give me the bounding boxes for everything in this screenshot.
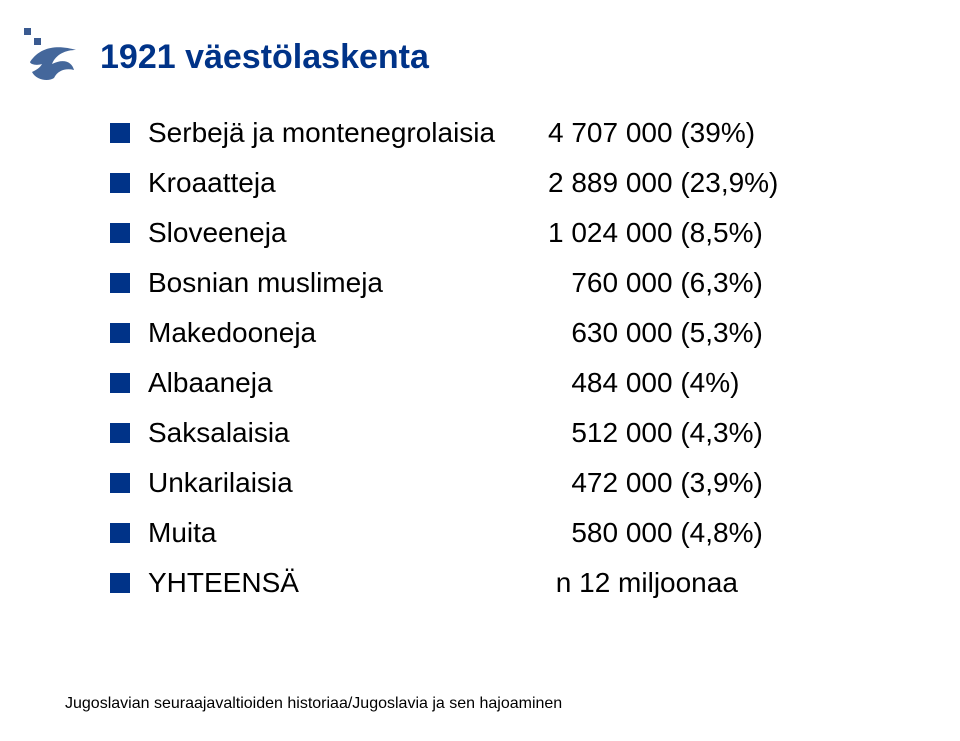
bullet-icon <box>110 223 130 243</box>
list-item: Unkarilaisia 472 000 (3,9%) <box>110 467 900 499</box>
list-item: YHTEENSÄ n 12 miljoonaa <box>110 567 900 599</box>
row-value: n 12 miljoonaa <box>548 567 738 599</box>
list-item: Albaaneja 484 000 (4%) <box>110 367 900 399</box>
bullet-icon <box>110 273 130 293</box>
row-label: Sloveeneja <box>148 217 548 249</box>
footer-text: Jugoslavian seuraajavaltioiden historiaa… <box>65 695 562 713</box>
row-value: 760 000 (6,3%) <box>548 267 763 299</box>
bird-logo-icon <box>22 28 78 88</box>
row-value: 4 707 000 (39%) <box>548 117 755 149</box>
row-value: 580 000 (4,8%) <box>548 517 763 549</box>
bullet-icon <box>110 123 130 143</box>
data-list: Serbejä ja montenegrolaisia 4 707 000 (3… <box>110 117 900 599</box>
list-item: Sloveeneja 1 024 000 (8,5%) <box>110 217 900 249</box>
row-label: Albaaneja <box>148 367 548 399</box>
row-value: 472 000 (3,9%) <box>548 467 763 499</box>
bullet-icon <box>110 423 130 443</box>
bullet-icon <box>110 373 130 393</box>
row-label: Kroaatteja <box>148 167 548 199</box>
row-value: 630 000 (5,3%) <box>548 317 763 349</box>
row-label: Unkarilaisia <box>148 467 548 499</box>
row-value: 2 889 000 (23,9%) <box>548 167 778 199</box>
page-title: 1921 väestölaskenta <box>100 38 900 77</box>
row-value: 1 024 000 (8,5%) <box>548 217 763 249</box>
list-item: Makedooneja 630 000 (5,3%) <box>110 317 900 349</box>
row-label: Bosnian muslimeja <box>148 267 548 299</box>
bullet-icon <box>110 323 130 343</box>
row-label: Muita <box>148 517 548 549</box>
list-item: Saksalaisia 512 000 (4,3%) <box>110 417 900 449</box>
row-value: 484 000 (4%) <box>548 367 739 399</box>
row-label: Saksalaisia <box>148 417 548 449</box>
list-item: Serbejä ja montenegrolaisia 4 707 000 (3… <box>110 117 900 149</box>
list-item: Bosnian muslimeja 760 000 (6,3%) <box>110 267 900 299</box>
bullet-icon <box>110 523 130 543</box>
bullet-icon <box>110 573 130 593</box>
bullet-icon <box>110 173 130 193</box>
bullet-icon <box>110 473 130 493</box>
row-label: Makedooneja <box>148 317 548 349</box>
list-item: Kroaatteja 2 889 000 (23,9%) <box>110 167 900 199</box>
slide: 1921 väestölaskenta Serbejä ja montenegr… <box>0 0 960 741</box>
list-item: Muita 580 000 (4,8%) <box>110 517 900 549</box>
row-value: 512 000 (4,3%) <box>548 417 763 449</box>
row-label: YHTEENSÄ <box>148 567 548 599</box>
row-label: Serbejä ja montenegrolaisia <box>148 117 548 149</box>
